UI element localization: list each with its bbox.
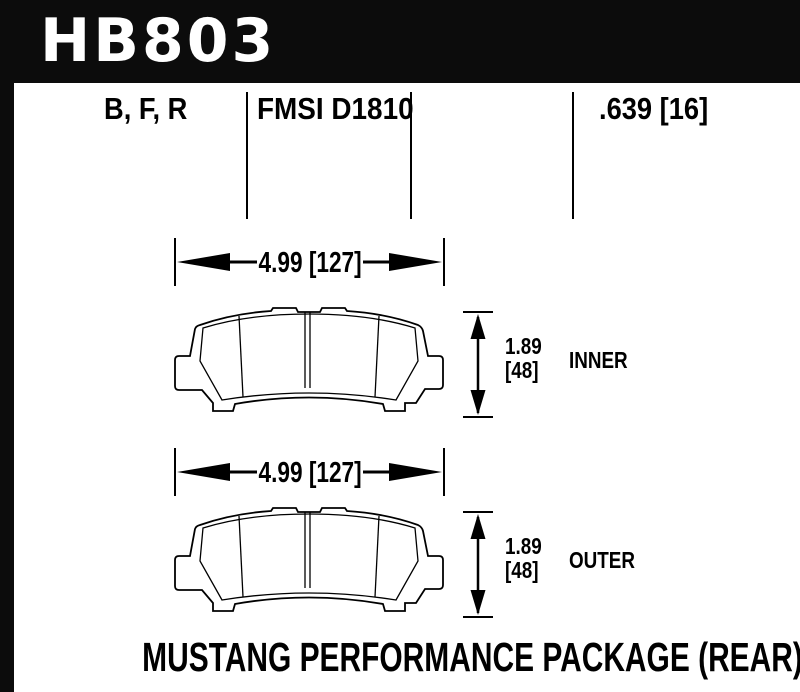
header-bar: HB803	[0, 0, 800, 83]
width-dimension-text: 4.99 [127]	[258, 247, 362, 279]
pad-position-label-inner: INNER	[569, 347, 628, 373]
brake-pad-drawing-outer	[174, 507, 444, 612]
pad-thickness-spec: .639 [16]	[599, 91, 709, 126]
divider-line	[246, 92, 248, 219]
part-number: HB803	[40, 6, 277, 76]
compound-codes: B, F, R	[104, 91, 188, 126]
fmsi-number: FMSI D1810	[257, 91, 414, 126]
divider-line	[572, 92, 574, 219]
thickness-value-outer: 1.89 [48]	[505, 533, 542, 583]
left-border-strip	[0, 83, 14, 692]
thickness-value-inner: 1.89 [48]	[505, 333, 542, 383]
thickness-dimension-arrow	[463, 311, 493, 418]
application-title: MUSTANG PERFORMANCE PACKAGE (REAR)	[142, 634, 800, 680]
divider-line	[410, 92, 412, 219]
thickness-dimension-outer	[455, 503, 503, 621]
brake-pad-drawing-inner	[174, 307, 444, 412]
thickness-dimension-inner	[455, 303, 503, 421]
width-dimension-inner: 4.99 [127]	[160, 236, 460, 288]
pad-position-label-outer: OUTER	[569, 547, 636, 573]
width-dimension-arrow	[174, 448, 445, 496]
width-dimension-arrow	[174, 238, 445, 286]
width-dimension-outer: 4.99 [127]	[160, 446, 460, 498]
width-dimension-text: 4.99 [127]	[258, 457, 362, 489]
thickness-dimension-arrow	[463, 511, 493, 618]
